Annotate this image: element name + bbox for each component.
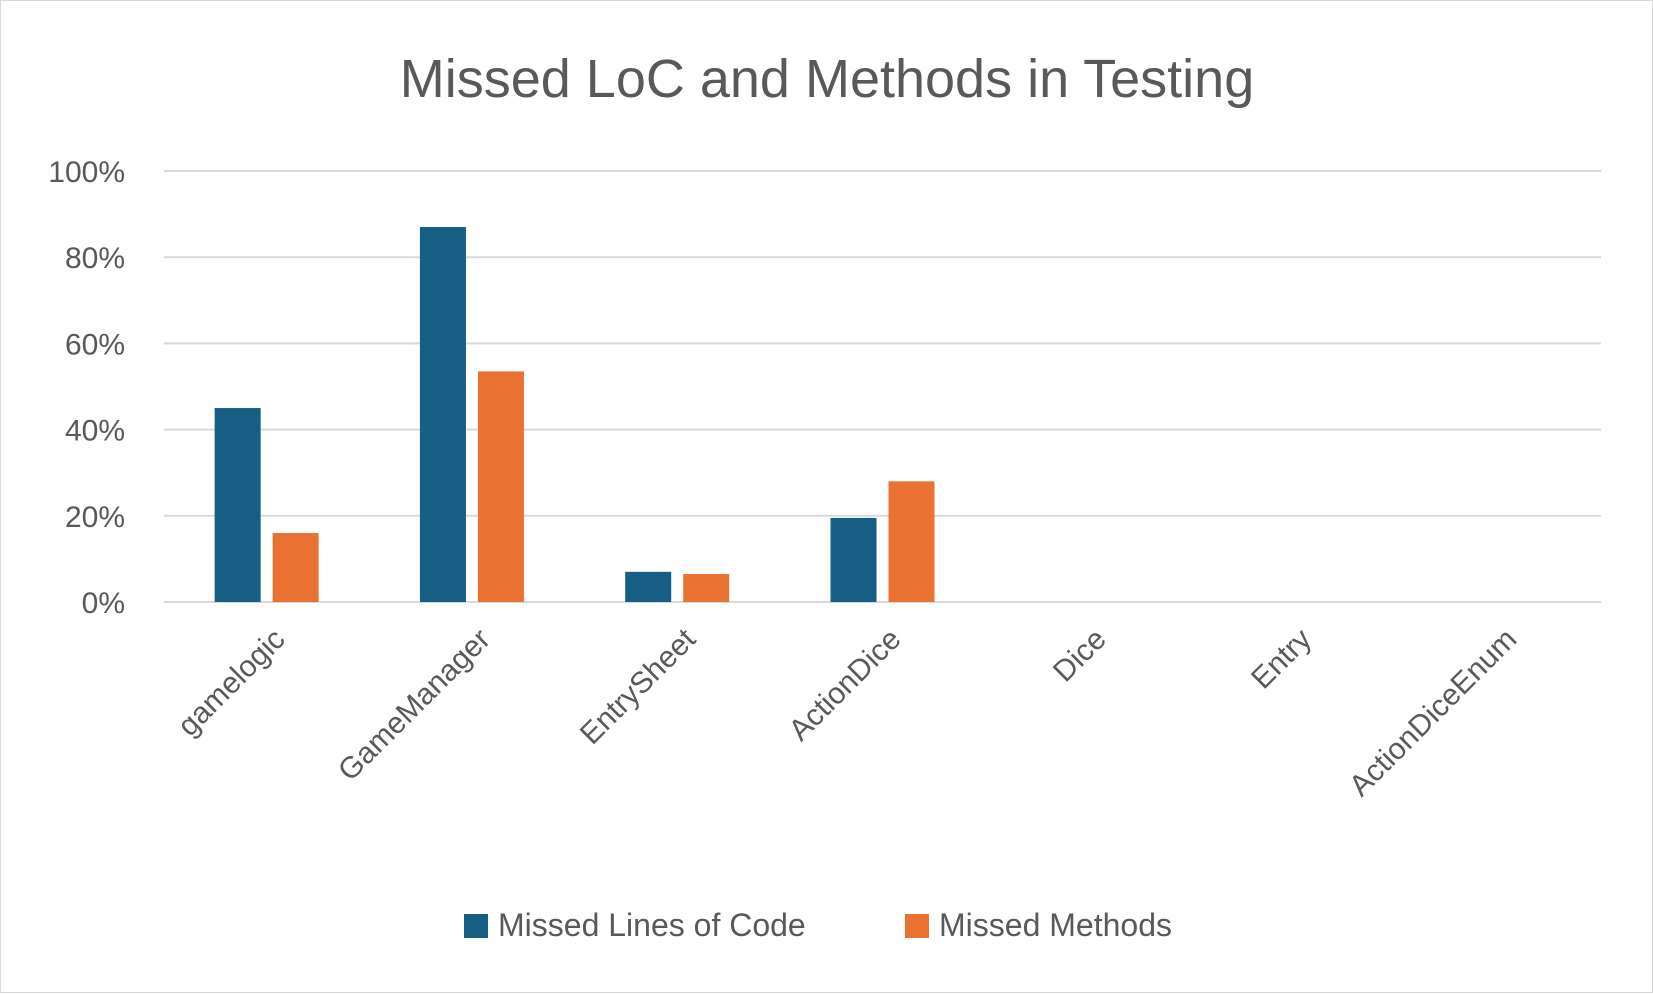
bar-missed-loc-actiondice xyxy=(830,517,877,602)
legend: Missed Lines of Code Missed Methods xyxy=(464,907,1172,943)
legend-swatch xyxy=(905,914,929,938)
gridlines xyxy=(164,170,1601,603)
bar-missed-methods-entrysheet xyxy=(683,573,730,602)
x-category-label: ActionDice xyxy=(783,623,908,748)
x-category-label: Dice xyxy=(1047,623,1113,689)
x-category-label: Entry xyxy=(1245,623,1318,696)
legend-swatch xyxy=(464,914,488,938)
bar-missed-loc-entrysheet xyxy=(625,571,672,602)
y-tick-label: 0% xyxy=(82,587,125,620)
bar-missed-loc-gamelogic xyxy=(214,408,261,602)
x-category-label: gamelogic xyxy=(172,623,292,743)
y-tick-label: 20% xyxy=(65,501,125,534)
x-category-label: ActionDiceEnum xyxy=(1343,623,1523,803)
legend-label: Missed Lines of Code xyxy=(498,907,806,943)
x-category-label: GameManager xyxy=(332,623,497,788)
legend-label: Missed Methods xyxy=(939,907,1172,943)
bar-missed-methods-gamemanager xyxy=(477,371,524,602)
y-tick-label: 40% xyxy=(65,415,125,448)
bar-missed-loc-gamemanager xyxy=(419,227,466,602)
bar-missed-methods-actiondice xyxy=(888,481,935,602)
chart-title: Missed LoC and Methods in Testing xyxy=(400,49,1254,109)
x-category-label: EntrySheet xyxy=(574,622,703,751)
y-axis-tick-labels: 0% 20% 40% 60% 80% 100% xyxy=(48,156,125,620)
bar-missed-methods-gamelogic xyxy=(272,533,319,602)
y-tick-label: 80% xyxy=(65,242,125,275)
bars xyxy=(214,227,935,602)
y-tick-label: 60% xyxy=(65,328,125,361)
y-tick-label: 100% xyxy=(48,156,125,189)
x-axis-category-labels: gamelogic GameManager EntrySheet ActionDice… xyxy=(172,622,1524,803)
